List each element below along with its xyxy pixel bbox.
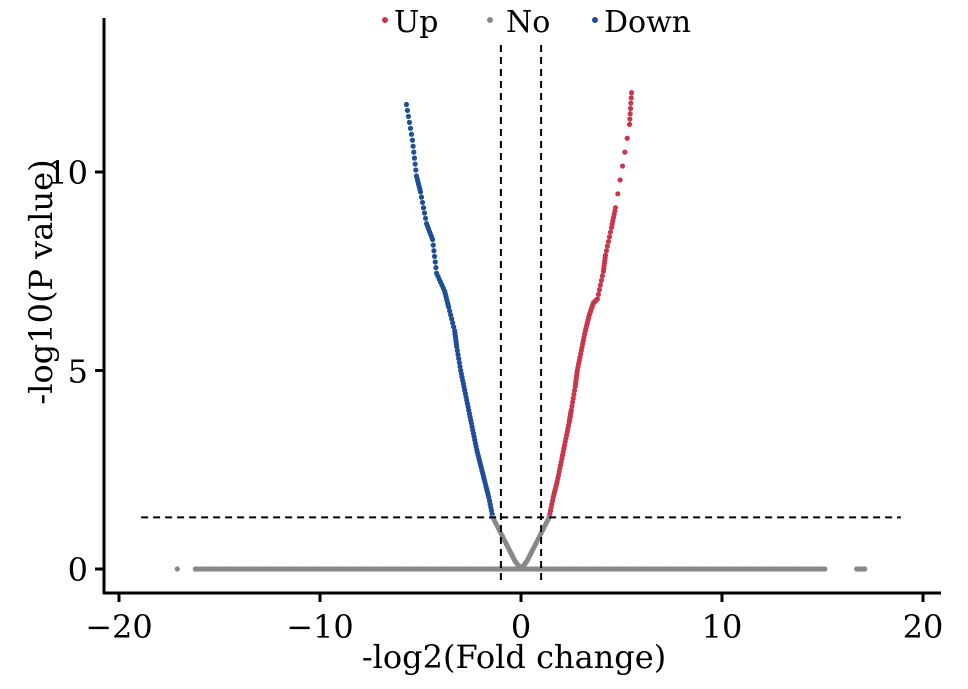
legend-marker-down — [592, 17, 598, 23]
point-down — [407, 125, 414, 131]
point-up — [606, 234, 613, 240]
point-down — [422, 215, 429, 221]
point-up — [628, 90, 635, 96]
point-up — [568, 407, 574, 413]
point-down — [433, 270, 440, 276]
threshold-lines — [141, 45, 901, 580]
y-tick-label: 5 — [68, 353, 88, 391]
y-ticks: 0 5 10 — [47, 154, 104, 589]
point-up — [604, 243, 611, 249]
point-down — [412, 161, 418, 167]
legend: Up No Down — [382, 5, 691, 40]
y-tick-label: 10 — [47, 154, 88, 192]
points-layer — [174, 90, 868, 572]
point-down — [408, 131, 415, 137]
point-down — [411, 155, 418, 161]
point-down — [451, 324, 457, 330]
point-down — [450, 320, 456, 326]
point-up — [599, 273, 606, 279]
point-down — [413, 167, 419, 173]
point-up — [602, 252, 609, 258]
point-up — [628, 100, 634, 106]
point-up — [569, 403, 575, 409]
point-up — [570, 395, 576, 401]
point-down — [409, 137, 416, 143]
point-down — [419, 199, 426, 206]
x-axis-title: -log2(Fold change) — [362, 638, 666, 676]
point-down — [404, 107, 411, 114]
point-up — [627, 116, 633, 122]
legend-label-up: Up — [394, 5, 439, 40]
point-down — [456, 359, 462, 366]
legend-marker-up — [382, 17, 388, 23]
legend-label-down: Down — [604, 5, 691, 40]
point-down — [458, 367, 464, 374]
point-up — [617, 177, 623, 183]
point-up — [569, 399, 576, 405]
legend-label-no: No — [506, 5, 550, 40]
x-ticks: −20 −10 0 10 20 — [85, 593, 943, 646]
point-up — [615, 191, 621, 197]
point-down — [410, 143, 416, 149]
point-up — [605, 238, 612, 245]
point-up — [598, 277, 605, 284]
point-down — [406, 119, 413, 125]
point-down — [456, 355, 462, 362]
point-down — [423, 221, 430, 227]
point-down — [457, 363, 463, 370]
point-down — [454, 348, 460, 354]
point-up — [619, 163, 626, 169]
point-up — [571, 391, 577, 397]
point-down — [420, 205, 427, 211]
point-down — [431, 253, 438, 259]
point-up — [627, 111, 633, 117]
point-up — [628, 95, 634, 101]
point-up — [622, 149, 628, 155]
point-up — [607, 229, 614, 235]
point-down — [432, 259, 438, 265]
point-up — [612, 205, 619, 211]
point-up — [626, 121, 633, 127]
point-down — [413, 173, 420, 179]
point-up — [624, 135, 630, 141]
point-no-baseline — [822, 566, 828, 572]
point-up — [627, 105, 634, 112]
x-tick-label: −10 — [286, 608, 354, 646]
point-down — [449, 316, 455, 322]
point-down — [431, 248, 437, 254]
point-down — [447, 308, 453, 314]
point-up — [596, 287, 602, 293]
point-no — [862, 566, 868, 572]
point-no — [174, 566, 180, 572]
y-tick-label: 0 — [68, 551, 88, 589]
point-down — [405, 113, 412, 120]
y-axis-title: -log10(P value) — [22, 159, 60, 404]
point-down — [411, 149, 417, 155]
point-up — [603, 248, 610, 254]
x-tick-label: 0 — [511, 608, 531, 646]
point-down — [421, 210, 428, 216]
point-up — [595, 291, 601, 298]
point-up — [597, 282, 603, 288]
x-tick-label: 20 — [903, 608, 944, 646]
point-down — [430, 242, 436, 248]
point-down — [403, 101, 410, 108]
point-down — [448, 312, 454, 318]
legend-marker-no — [487, 17, 493, 23]
point-down — [433, 265, 439, 271]
x-tick-label: −20 — [85, 608, 153, 646]
point-down — [452, 328, 458, 334]
point-up — [594, 296, 600, 302]
point-up — [572, 387, 578, 393]
x-tick-label: 10 — [702, 608, 743, 646]
point-down — [455, 352, 461, 358]
point-down — [418, 194, 425, 200]
